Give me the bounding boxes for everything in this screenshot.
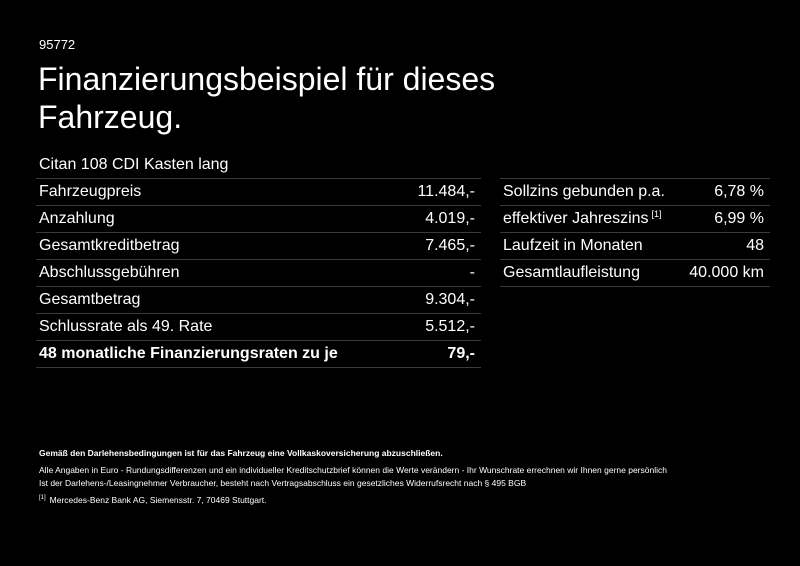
row-label: Gesamtbetrag: [39, 291, 141, 308]
row-label: Gesamtlaufleistung: [503, 264, 640, 281]
row-label: Abschlussgebühren: [39, 264, 180, 281]
monthly-rate-row: 48 monatliche Finanzierungsraten zu je 7…: [36, 340, 481, 368]
footnote-mark: [1]: [39, 495, 46, 502]
row-value: 6,99 %: [714, 210, 764, 227]
row-label: Fahrzeugpreis: [39, 183, 142, 200]
table-row: Abschlussgebühren -: [36, 259, 481, 286]
insurance-note: Gemäß den Darlehensbedingungen ist für d…: [39, 448, 443, 458]
table-row: Anzahlung 4.019,-: [36, 205, 481, 232]
row-value: 6,78 %: [714, 183, 764, 200]
row-value: 7.465,-: [425, 237, 475, 254]
financing-table: Fahrzeugpreis 11.484,- Anzahlung 4.019,-…: [36, 178, 481, 368]
table-row: effektiver Jahreszins [1] 6,99 %: [500, 205, 770, 232]
legal-footer: Gemäß den Darlehensbedingungen ist für d…: [39, 447, 779, 507]
footnote: [1] Mercedes-Benz Bank AG, Siemensstr. 7,…: [39, 494, 779, 507]
row-label: effektiver Jahreszins: [503, 210, 649, 227]
row-value: 4.019,-: [425, 210, 475, 227]
row-value: 48: [746, 237, 764, 254]
table-row: Laufzeit in Monaten 48: [500, 232, 770, 259]
row-label: 48 monatliche Finanzierungsraten zu je: [39, 345, 338, 362]
row-value: 40.000 km: [689, 264, 764, 281]
footnote-text: Mercedes-Benz Bank AG, Siemensstr. 7, 70…: [49, 495, 267, 505]
row-value: 11.484,-: [417, 183, 475, 200]
row-label: Schlussrate als 49. Rate: [39, 318, 213, 335]
row-label-wrap: effektiver Jahreszins [1]: [503, 208, 662, 228]
row-label: Anzahlung: [39, 210, 115, 227]
footnote-reference: [1]: [651, 208, 662, 219]
vehicle-model: Citan 108 CDI Kasten lang: [39, 156, 229, 173]
table-row: Sollzins gebunden p.a. 6,78 %: [500, 178, 770, 205]
row-value: 79,-: [447, 345, 475, 362]
offer-number: 95772: [39, 37, 76, 52]
table-row: Schlussrate als 49. Rate 5.512,-: [36, 313, 481, 340]
table-row: Gesamtkreditbetrag 7.465,-: [36, 232, 481, 259]
interest-table: Sollzins gebunden p.a. 6,78 % effektiver…: [500, 178, 770, 287]
page-title: Finanzierungsbeispiel für dieses Fahrzeu…: [38, 61, 496, 135]
row-value: -: [469, 264, 475, 281]
table-row: Gesamtbetrag 9.304,-: [36, 286, 481, 313]
row-label: Sollzins gebunden p.a.: [503, 183, 665, 200]
row-label: Laufzeit in Monaten: [503, 237, 643, 254]
table-row: Gesamtlaufleistung 40.000 km: [500, 259, 770, 287]
row-value: 9.304,-: [425, 291, 475, 308]
withdrawal-note: Ist der Darlehens-/Leasingnehmer Verbrau…: [39, 478, 527, 488]
row-label: Gesamtkreditbetrag: [39, 237, 180, 254]
table-row: Fahrzeugpreis 11.484,-: [36, 178, 481, 205]
row-value: 5.512,-: [425, 318, 475, 335]
disclaimer-line: Alle Angaben in Euro - Rundungsdifferenz…: [39, 465, 667, 475]
